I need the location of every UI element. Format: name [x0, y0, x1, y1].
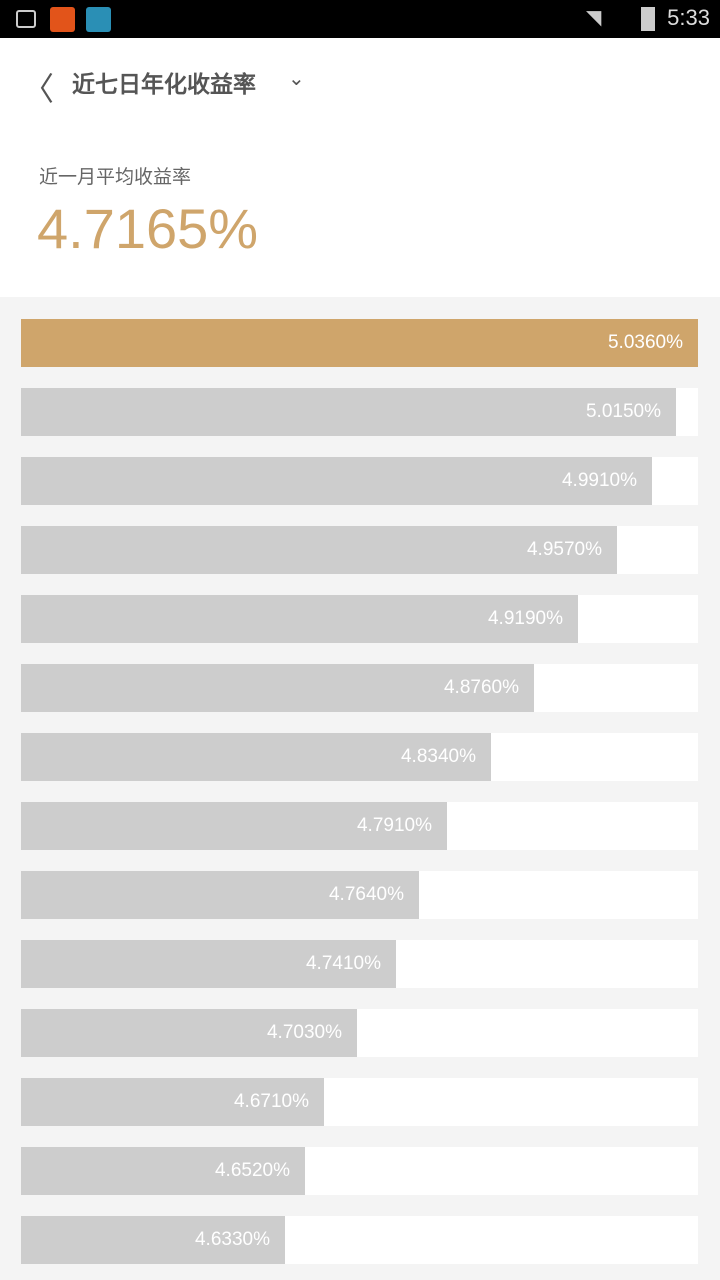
bar-row: 4.9910%	[21, 457, 698, 505]
bar: 4.6330%	[21, 1216, 285, 1264]
bar-row: 4.7030%	[21, 1009, 698, 1057]
bar-label: 4.6330%	[194, 1229, 270, 1250]
bar-label: 5.0360%	[607, 332, 683, 353]
bar-row: 4.6330%	[21, 1216, 698, 1264]
header: 〈 近七日年化收益率 ⌄ 近一月平均收益率 4.7165%	[0, 38, 720, 297]
bar-label: 4.8760%	[443, 677, 519, 698]
bar-label: 4.7910%	[356, 815, 432, 836]
gallery-icon	[16, 10, 36, 28]
bar: 4.9190%	[21, 595, 578, 643]
bar: 4.6710%	[21, 1078, 324, 1126]
bar-row: 4.7410%	[21, 940, 698, 988]
bar-label: 5.0150%	[585, 401, 661, 422]
bar-row: 4.7910%	[21, 802, 698, 850]
bar-label: 4.9910%	[561, 470, 637, 491]
bar-row: 5.0360%	[21, 319, 698, 367]
status-bar: ◥ 5:33	[0, 0, 720, 38]
bar-label: 4.6710%	[233, 1091, 309, 1112]
bar-row: 4.7640%	[21, 871, 698, 919]
bar: 4.7640%	[21, 871, 419, 919]
bar: 4.7410%	[21, 940, 396, 988]
chevron-down-icon[interactable]: ⌄	[288, 66, 305, 90]
bar: 4.7030%	[21, 1009, 357, 1057]
bar-label: 4.8340%	[400, 746, 476, 767]
wifi-icon: ◥	[586, 5, 602, 29]
bar-row: 4.9570%	[21, 526, 698, 574]
bar-label: 4.7410%	[305, 953, 381, 974]
back-button[interactable]: 〈	[22, 64, 54, 110]
bar-label: 4.9190%	[487, 608, 563, 629]
bar: 4.9570%	[21, 526, 617, 574]
bar-row: 4.8340%	[21, 733, 698, 781]
bar-row: 4.9190%	[21, 595, 698, 643]
summary-label: 近一月平均收益率	[39, 166, 192, 188]
battery-charging-icon	[641, 7, 655, 31]
taobao-app-icon	[50, 7, 75, 32]
bar-label: 4.7030%	[266, 1022, 342, 1043]
clock: 5:33	[667, 5, 710, 30]
bar-label: 4.7640%	[328, 884, 404, 905]
bar: 5.0150%	[21, 388, 676, 436]
bar-row: 5.0150%	[21, 388, 698, 436]
bar-row: 4.6710%	[21, 1078, 698, 1126]
chevron-left-icon: 〈	[22, 70, 55, 108]
bar-row: 4.6520%	[21, 1147, 698, 1195]
bar: 5.0360%	[21, 319, 698, 367]
bar: 4.8340%	[21, 733, 491, 781]
bar: 4.7910%	[21, 802, 447, 850]
summary-value: 4.7165%	[37, 197, 259, 260]
page-title[interactable]: 近七日年化收益率	[72, 72, 256, 98]
bar: 4.8760%	[21, 664, 534, 712]
bar: 4.6520%	[21, 1147, 305, 1195]
bar-label: 4.9570%	[526, 539, 602, 560]
nox-app-icon	[86, 7, 111, 32]
bar-row: 4.8760%	[21, 664, 698, 712]
bar: 4.9910%	[21, 457, 652, 505]
bar-label: 4.6520%	[214, 1160, 290, 1181]
